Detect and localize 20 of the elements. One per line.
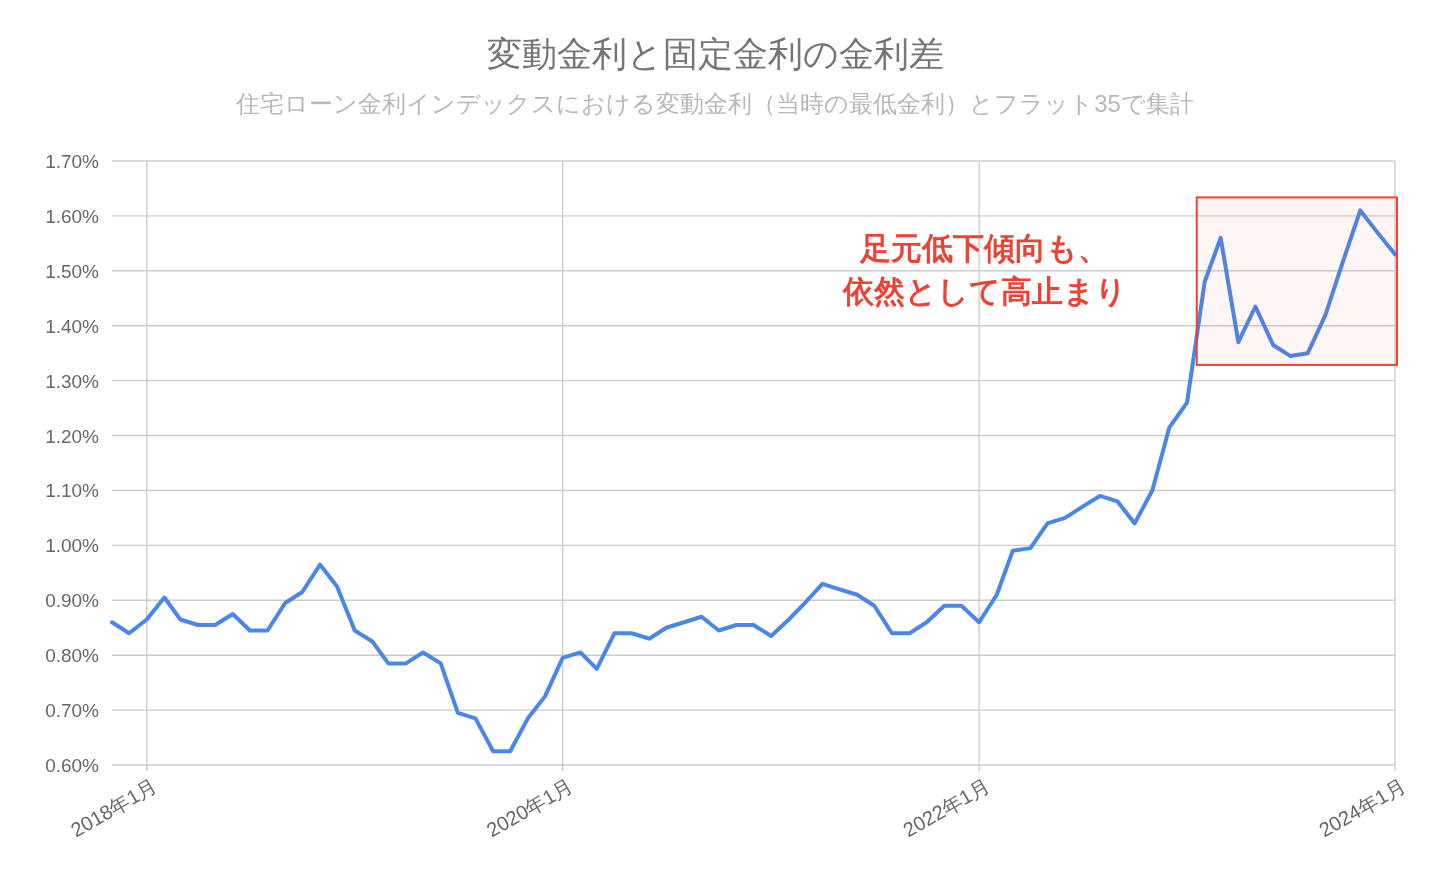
y-tick-label: 1.70% bbox=[45, 151, 100, 172]
x-tick-label: 2018年1月 bbox=[66, 774, 161, 842]
y-tick-label: 1.40% bbox=[45, 315, 100, 337]
chart-title: 変動金利と固定金利の金利差 bbox=[486, 34, 944, 73]
y-tick-label: 0.90% bbox=[45, 590, 100, 612]
y-tick-label: 1.00% bbox=[45, 535, 100, 557]
y-tick-label: 0.60% bbox=[45, 755, 100, 776]
y-tick-label: 1.20% bbox=[45, 425, 100, 447]
line-series bbox=[110, 208, 1397, 754]
x-tick-label: 2024年1月 bbox=[1315, 774, 1409, 842]
band-label: 足元低下傾向も、依然として高止まり bbox=[841, 231, 1127, 310]
y-tick-label: 1.50% bbox=[45, 260, 100, 282]
x-tick-label: 2022年1月 bbox=[899, 774, 994, 842]
y-tick-label: 0.70% bbox=[45, 700, 100, 722]
y-tick-label: 1.60% bbox=[45, 205, 100, 227]
chart-subtitle: 住宅ローン金利インデックスにおける変動金利（当時の最低金利）とフラット35で集計 bbox=[235, 90, 1194, 117]
x-tick-label: 2020年1月 bbox=[482, 774, 577, 842]
y-tick-label: 1.30% bbox=[45, 370, 100, 392]
y-tick-label: 0.80% bbox=[45, 645, 100, 667]
y-tick-label: 1.10% bbox=[45, 480, 100, 502]
